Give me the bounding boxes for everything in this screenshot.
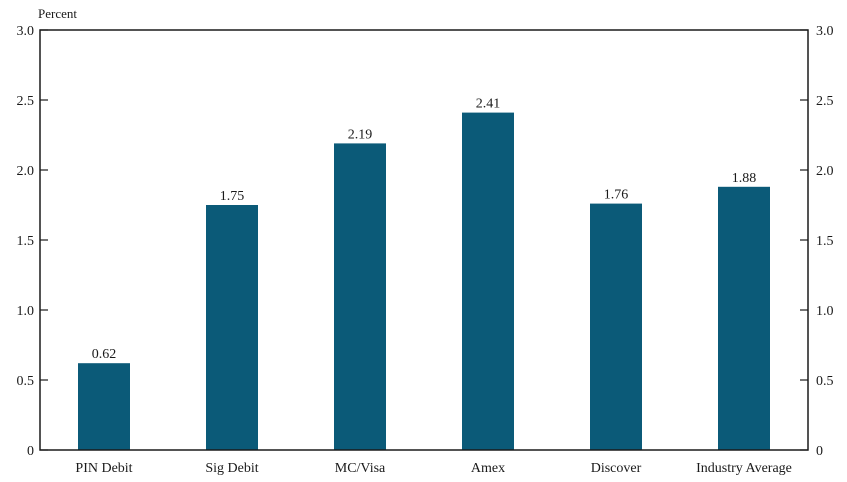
value-label-3: 2.41 xyxy=(476,97,501,112)
category-label-1: Sig Debit xyxy=(205,461,258,476)
category-label-0: PIN Debit xyxy=(75,461,132,476)
value-label-2: 2.19 xyxy=(348,127,373,142)
value-label-0: 0.62 xyxy=(92,347,117,362)
y-tick-right-label-4: 2.0 xyxy=(816,164,834,179)
value-label-4: 1.76 xyxy=(604,188,629,203)
bar-5 xyxy=(718,186,770,451)
y-tick-right-label-5: 2.5 xyxy=(816,94,834,109)
bar-1 xyxy=(206,205,258,450)
bars-group xyxy=(78,112,770,451)
y-tick-right-label-1: 0.5 xyxy=(816,374,834,389)
bar-2 xyxy=(334,143,386,450)
y-ticks-left-group: 0 0.5 1.0 1.5 2.0 2.5 3.0 xyxy=(17,24,48,459)
axes-group xyxy=(39,29,809,451)
y-tick-right-label-0: 0 xyxy=(816,444,823,459)
bar-4 xyxy=(590,203,642,450)
y-ticks-right-group: 0 0.5 1.0 1.5 2.0 2.5 3.0 xyxy=(800,24,834,459)
category-label-5: Industry Average xyxy=(696,461,792,476)
y-tick-right-label-2: 1.0 xyxy=(816,304,834,319)
y-tick-left-label-2: 1.0 xyxy=(17,304,35,319)
y-tick-right-label-3: 1.5 xyxy=(816,234,834,249)
category-label-2: MC/Visa xyxy=(335,461,386,476)
y-tick-left-label-3: 1.5 xyxy=(17,234,35,249)
x-labels-group: PIN Debit Sig Debit MC/Visa Amex Discover Ind… xyxy=(75,461,791,476)
bar-3 xyxy=(462,112,514,450)
category-label-3: Amex xyxy=(471,461,505,476)
y-axis-unit-label: Percent xyxy=(38,6,77,21)
y-tick-right-label-6: 3.0 xyxy=(816,24,834,39)
y-tick-left-label-4: 2.0 xyxy=(17,164,35,179)
y-tick-left-label-1: 0.5 xyxy=(17,374,35,389)
bar-0 xyxy=(78,363,130,450)
y-tick-left-label-0: 0 xyxy=(27,444,34,459)
category-label-4: Discover xyxy=(591,461,642,476)
plot-frame xyxy=(39,29,809,451)
value-labels-group: 0.62 1.75 2.19 2.41 1.76 1.88 xyxy=(92,97,757,363)
y-tick-left-label-5: 2.5 xyxy=(17,94,35,109)
y-tick-left-label-6: 3.0 xyxy=(17,24,35,39)
value-label-1: 1.75 xyxy=(220,189,245,204)
value-label-5: 1.88 xyxy=(732,171,757,186)
